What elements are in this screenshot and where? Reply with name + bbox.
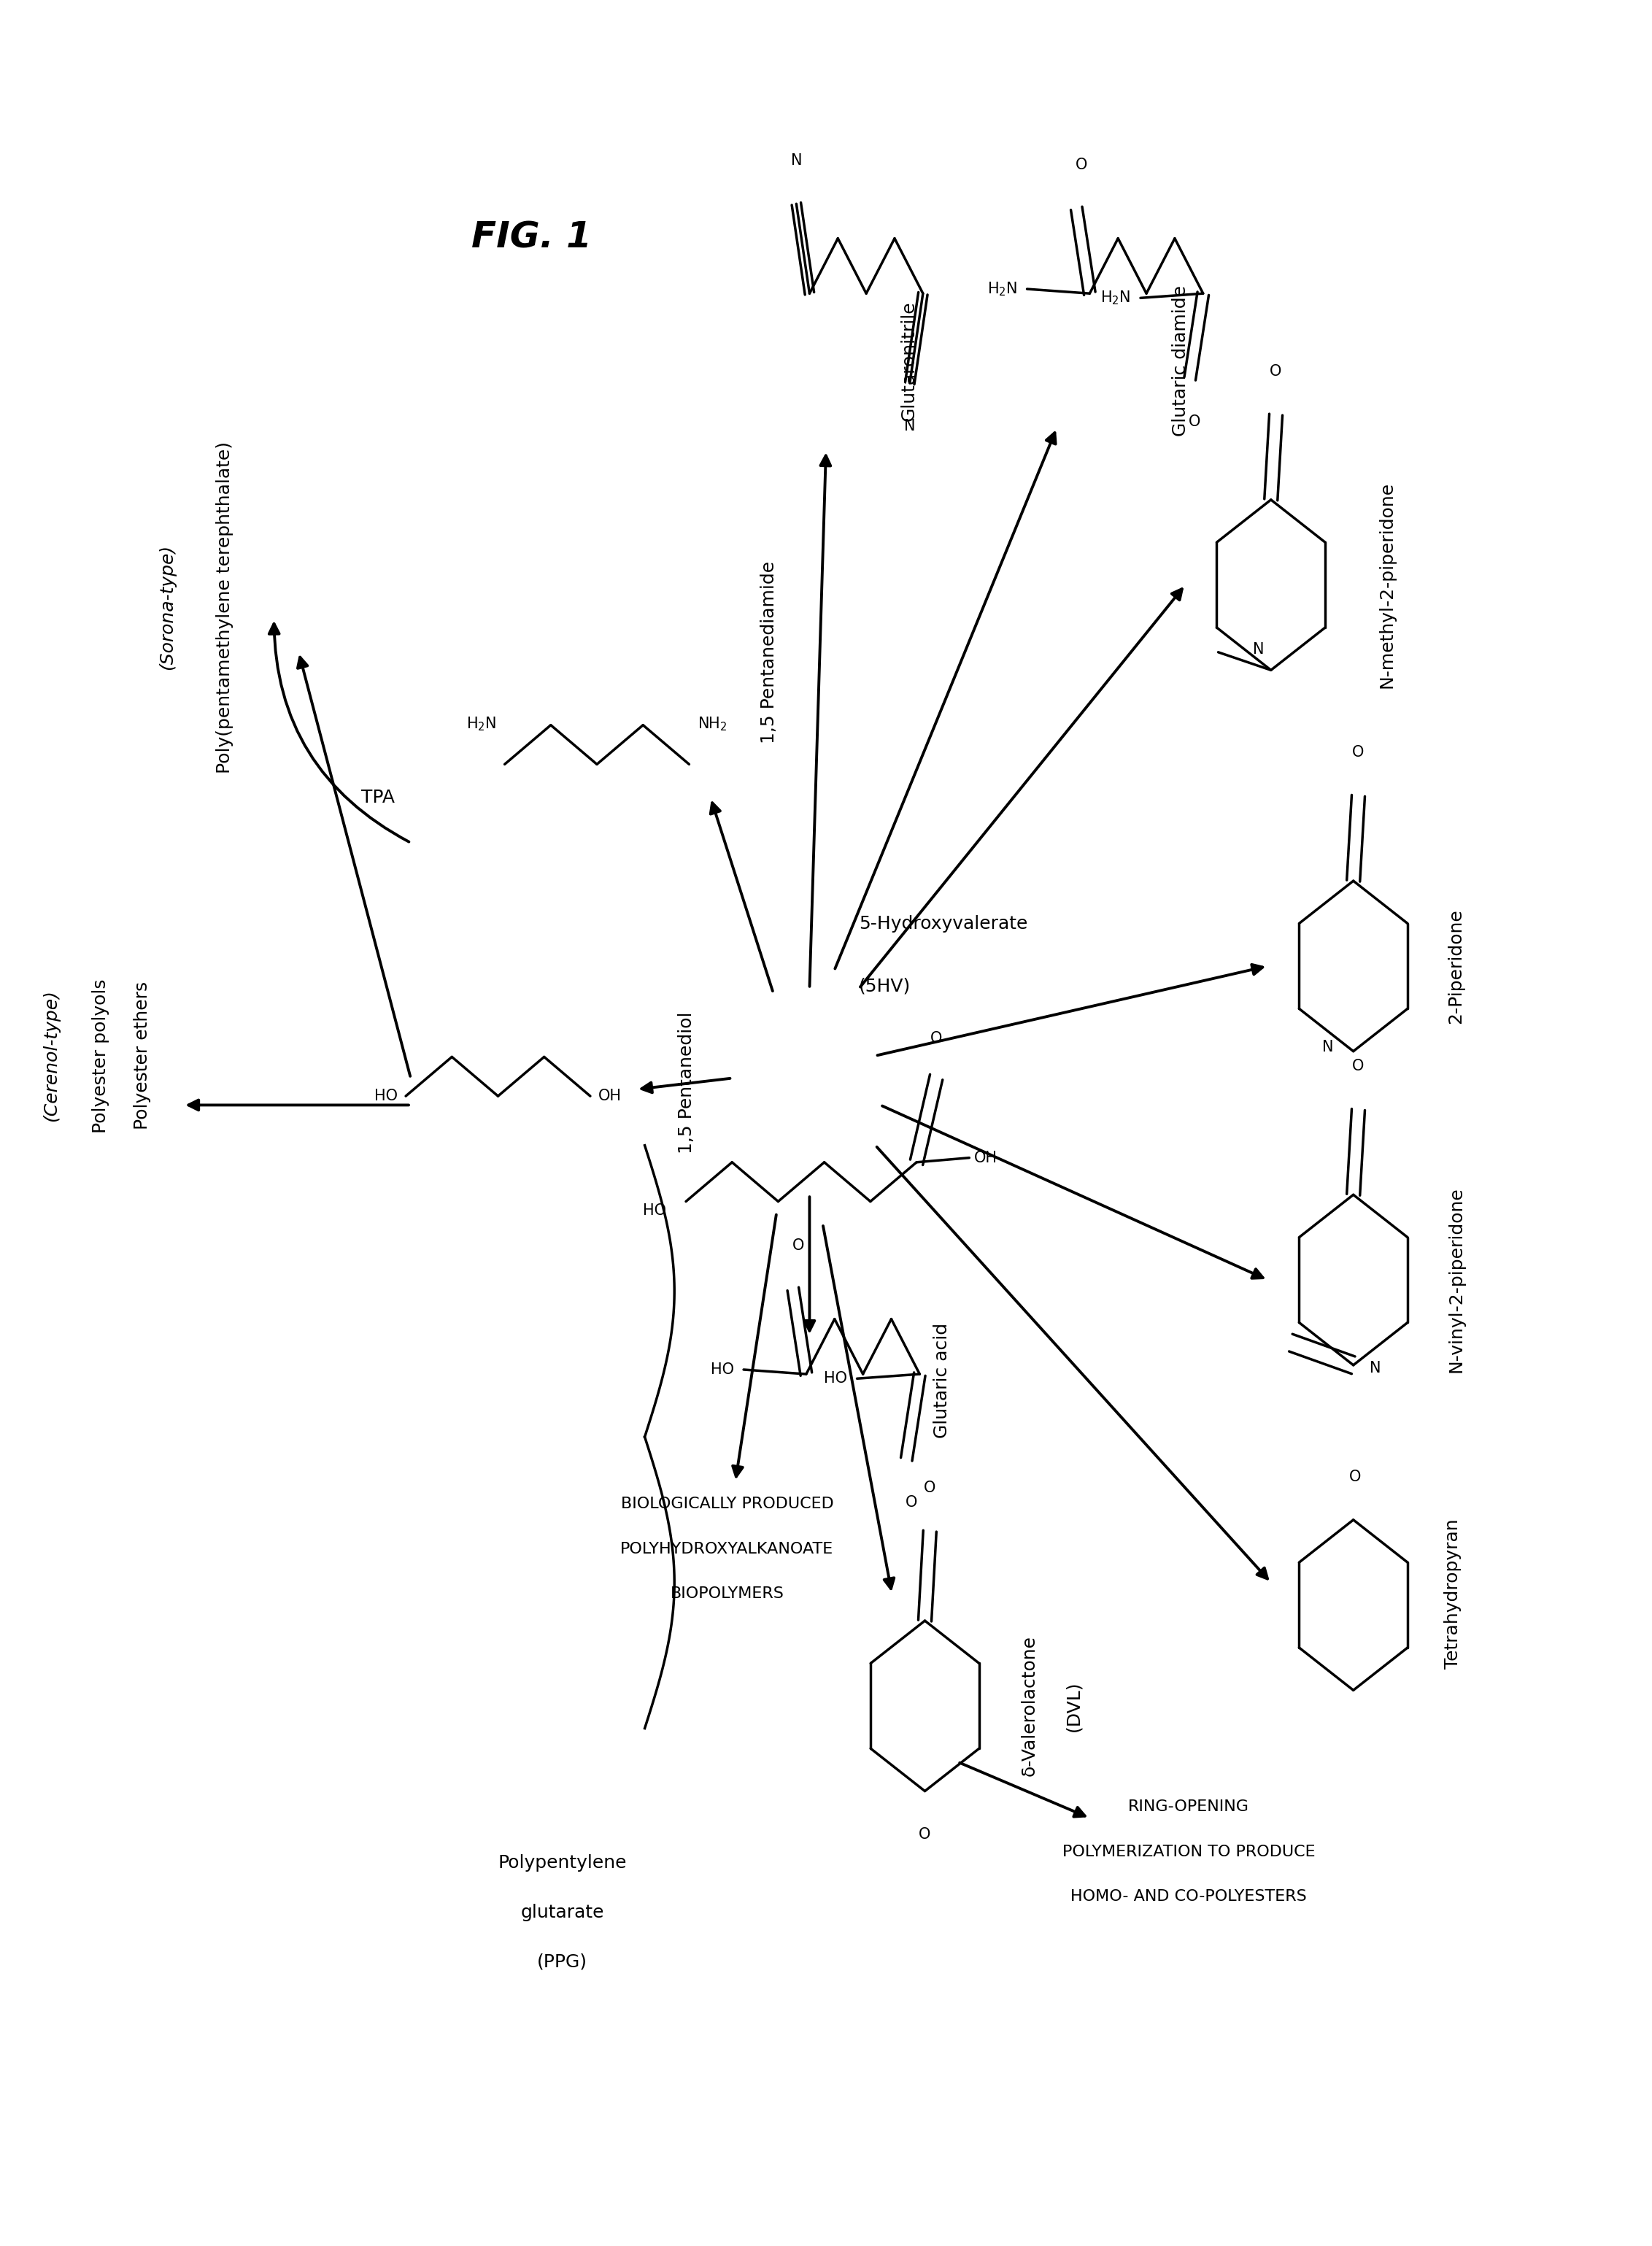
- Text: OH: OH: [598, 1089, 621, 1103]
- Text: H$_2$N: H$_2$N: [986, 281, 1018, 299]
- Text: N: N: [1370, 1361, 1381, 1375]
- Text: (DVL): (DVL): [1066, 1680, 1082, 1732]
- Text: HO: HO: [643, 1204, 666, 1217]
- Text: O: O: [1270, 364, 1282, 380]
- Text: N-methyl-2-piperidone: N-methyl-2-piperidone: [1378, 481, 1396, 687]
- Text: N-vinyl-2-piperidone: N-vinyl-2-piperidone: [1447, 1186, 1465, 1372]
- Text: HO: HO: [710, 1363, 733, 1377]
- Text: POLYMERIZATION TO PRODUCE: POLYMERIZATION TO PRODUCE: [1062, 1844, 1315, 1860]
- Text: OH: OH: [975, 1150, 998, 1166]
- Text: TPA: TPA: [362, 788, 395, 806]
- Text: HO: HO: [824, 1372, 847, 1386]
- Text: RING-OPENING: RING-OPENING: [1128, 1799, 1249, 1815]
- Text: BIOPOLYMERS: BIOPOLYMERS: [671, 1586, 785, 1601]
- Text: O: O: [905, 1496, 917, 1509]
- Text: Poly(pentamethylene terephthalate): Poly(pentamethylene terephthalate): [216, 442, 233, 773]
- Text: BIOLOGICALLY PRODUCED: BIOLOGICALLY PRODUCED: [621, 1496, 834, 1512]
- Text: O: O: [919, 1826, 930, 1842]
- Text: 2-Piperidone: 2-Piperidone: [1447, 910, 1465, 1024]
- Text: HO: HO: [375, 1089, 398, 1103]
- Text: Glutaric diamide: Glutaric diamide: [1171, 285, 1189, 436]
- Text: O: O: [791, 1238, 805, 1253]
- Text: N: N: [1254, 642, 1264, 656]
- Text: O: O: [923, 1480, 935, 1496]
- Text: 1,5 Pentanediol: 1,5 Pentanediol: [677, 1011, 695, 1154]
- Text: FIG. 1: FIG. 1: [472, 220, 591, 256]
- Text: (Sorona-type): (Sorona-type): [159, 544, 175, 669]
- Text: H$_2$N: H$_2$N: [466, 716, 496, 732]
- Text: Polyester ethers: Polyester ethers: [134, 982, 150, 1130]
- Text: Glutaric acid: Glutaric acid: [933, 1323, 950, 1437]
- Text: 1,5 Pentanediamide: 1,5 Pentanediamide: [760, 562, 778, 743]
- Text: NH$_2$: NH$_2$: [697, 716, 727, 732]
- Text: H$_2$N: H$_2$N: [1100, 290, 1130, 305]
- Text: glutarate: glutarate: [520, 1902, 605, 1920]
- Text: N: N: [791, 153, 801, 168]
- Text: POLYHYDROXYALKANOATE: POLYHYDROXYALKANOATE: [621, 1541, 834, 1556]
- Text: δ-Valerolactone: δ-Valerolactone: [1021, 1635, 1037, 1777]
- Text: O: O: [1075, 157, 1087, 173]
- Text: O: O: [1353, 1060, 1365, 1074]
- Text: O: O: [1189, 416, 1201, 429]
- Text: HOMO- AND CO-POLYESTERS: HOMO- AND CO-POLYESTERS: [1070, 1889, 1307, 1905]
- Text: O: O: [1353, 746, 1365, 759]
- Text: Polyester polyols: Polyester polyols: [93, 979, 109, 1132]
- Text: O: O: [1350, 1469, 1361, 1485]
- Text: (PPG): (PPG): [537, 1952, 588, 1970]
- Text: N: N: [904, 420, 915, 433]
- Text: Tetrahydropyran: Tetrahydropyran: [1444, 1518, 1462, 1669]
- Text: 5-Hydroxyvalerate: 5-Hydroxyvalerate: [859, 914, 1028, 932]
- Text: N: N: [1322, 1040, 1333, 1053]
- Text: Polypentylene: Polypentylene: [497, 1855, 626, 1871]
- Text: (5HV): (5HV): [859, 977, 910, 995]
- Text: Glutaronitrile: Glutaronitrile: [900, 301, 917, 420]
- Text: (Cerenol-type): (Cerenol-type): [43, 990, 59, 1121]
- Text: O: O: [930, 1031, 942, 1047]
